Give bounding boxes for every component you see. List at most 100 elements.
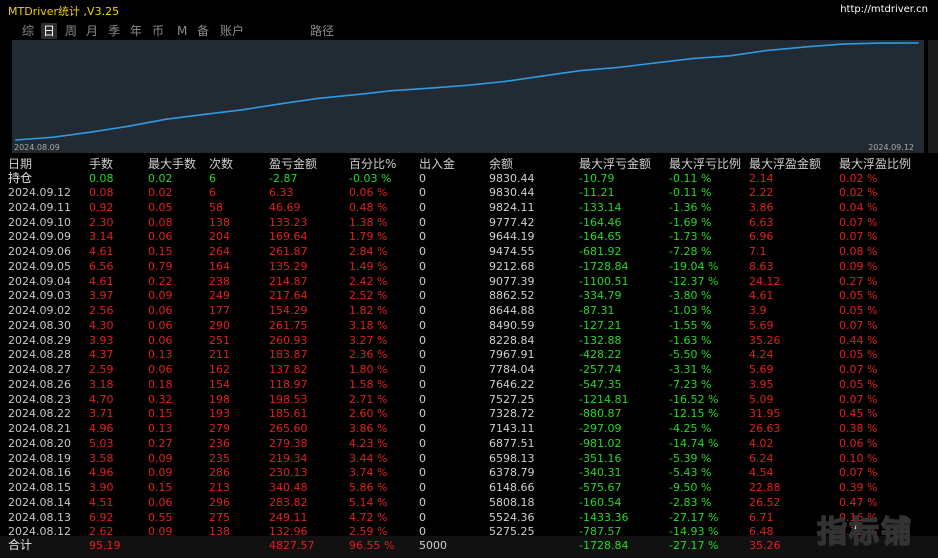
table-row-cell: 177 [209, 304, 230, 317]
tab-5[interactable]: 年 [130, 24, 143, 38]
table-row-cell: 204 [209, 230, 230, 244]
table-row-cell: 138 [209, 525, 230, 539]
tab-3[interactable]: 月 [86, 24, 99, 38]
table-row-cell: 5.69 [749, 363, 774, 376]
column-header-cell: 余额 [489, 157, 514, 171]
tab-2[interactable]: 周 [65, 24, 78, 38]
tab-9[interactable]: 账户 [220, 24, 245, 38]
table-row-cell: 6378.79 [489, 466, 535, 480]
total-row-cell: -27.17 % [669, 539, 719, 552]
column-header-cell: 最大浮盈比例 [839, 157, 912, 171]
table-row-cell: 8644.88 [489, 304, 535, 317]
table-row-cell: -11.21 [579, 186, 615, 199]
table-row-cell: 2024.08.22 [8, 407, 71, 421]
table-row-cell: 0 [419, 200, 426, 214]
table-row-cell: 3.44 % [349, 451, 388, 465]
table-row-cell: 6.48 [749, 525, 774, 539]
table-row-cell: 0.16 % [839, 510, 878, 524]
equity-point [203, 113, 205, 116]
table-row-cell: 24.12 [749, 274, 781, 288]
table-row-cell: 0.07 % [839, 215, 878, 229]
table-row-cell: -14.74 % [669, 436, 719, 450]
table-row-cell: 0 [419, 510, 426, 524]
table-row-cell: 7143.11 [489, 422, 535, 435]
table-row-cell: 2024.08.14 [8, 495, 71, 509]
table-row-cell: 0.12 % [839, 525, 878, 539]
table-row-cell: 0 [419, 348, 426, 362]
tab-1[interactable]: 日 [41, 23, 58, 39]
table-row-cell: 6 [209, 186, 216, 199]
holding-row-cell: -10.79 [579, 172, 615, 185]
equity-point [127, 125, 130, 128]
table-row-cell: 211 [209, 348, 230, 362]
equity-point [578, 69, 581, 72]
table-row-cell: 0.38 % [839, 422, 878, 435]
total-row-cell: 96.55 % [349, 539, 395, 552]
table-row-cell: 0 [419, 333, 426, 347]
table-row-cell: 283.82 [269, 495, 308, 509]
table-row-cell: 6.56 [89, 259, 114, 273]
column-header-cell: 百分比% [349, 157, 397, 171]
table-row-cell: 2.56 [89, 304, 114, 317]
table-row-cell: 0 [419, 318, 426, 332]
table-row-cell: 6877.51 [489, 436, 535, 450]
table-row-cell: 0 [419, 230, 426, 244]
table-row-cell: 2.59 % [349, 525, 388, 539]
table-row-cell: 261.75 [269, 318, 308, 332]
table-row-cell: 26.52 [749, 495, 781, 509]
table-row-cell: 0 [419, 363, 426, 376]
table-row-cell: 217.64 [269, 289, 308, 303]
table-row-cell: 162 [209, 363, 230, 376]
tab-6[interactable]: 币 [152, 24, 165, 38]
table-row-cell: -16.52 % [669, 392, 719, 406]
table-row-cell: 4.72 % [349, 510, 388, 524]
tab-0[interactable]: 综 [22, 24, 35, 38]
equity-point [90, 131, 93, 133]
table-row-cell: 2024.09.03 [8, 289, 71, 303]
app-url-link[interactable]: http://mtdriver.cn [840, 4, 928, 15]
chart-start-date: 2024.08.09 [14, 143, 60, 152]
table-row-cell: 3.27 % [349, 333, 388, 347]
table-row-cell: 0 [419, 466, 426, 480]
table-row-cell: 1.38 % [349, 215, 388, 229]
table-row-cell: 4.61 [89, 245, 114, 258]
svg-text:指标铺: 指标铺 [817, 515, 913, 550]
table-row-cell: -2.83 % [669, 495, 712, 509]
table-row-cell: 9474.55 [489, 245, 535, 258]
table-row-cell: 2024.08.16 [8, 466, 71, 480]
equity-point [390, 89, 393, 92]
holding-row-cell: 0.02 % [839, 172, 878, 185]
table-row-cell: 0 [419, 407, 426, 421]
table-row-cell: -160.54 [579, 495, 622, 509]
column-header-cell: 次数 [209, 157, 234, 171]
holding-row-cell: 0 [419, 172, 426, 185]
table-row-cell: 2.36 % [349, 348, 388, 362]
table-row-cell: 0.06 % [349, 186, 388, 199]
table-row-cell: 198 [209, 392, 230, 406]
table-row-cell: 0.48 % [349, 200, 388, 214]
table-row-cell: 193 [209, 407, 230, 421]
equity-point [165, 118, 168, 121]
table-row-cell: 154 [209, 377, 230, 391]
table-row-cell: 3.93 [89, 333, 114, 347]
tab-4[interactable]: 季 [108, 24, 121, 38]
tab-8[interactable]: 备 [197, 24, 210, 38]
table-row-cell: 2024.09.12 [8, 186, 71, 199]
table-row-cell: 0 [419, 481, 426, 494]
table-row-cell: 2024.08.20 [8, 436, 71, 450]
table-row-cell: 7328.72 [489, 407, 535, 421]
table-row-cell: 118.97 [269, 377, 308, 391]
table-row-cell: 0.07 % [839, 363, 878, 376]
table-row-cell: 0.15 [148, 481, 173, 494]
table-row-cell: 5275.25 [489, 525, 535, 539]
table-row-cell: 0.06 [148, 318, 173, 332]
table-row-cell: 8228.84 [489, 333, 535, 347]
table-row-cell: 2024.08.27 [8, 363, 71, 376]
tab-7[interactable]: M [177, 24, 188, 38]
table-row-cell: 0.27 [148, 436, 173, 450]
tab-10[interactable]: 路径 [310, 24, 335, 38]
table-row-cell: 185.61 [269, 407, 308, 421]
table-row-cell: 4.70 [89, 392, 114, 406]
table-row-cell: -7.28 % [669, 245, 712, 258]
table-row-cell: 3.74 % [349, 466, 388, 480]
